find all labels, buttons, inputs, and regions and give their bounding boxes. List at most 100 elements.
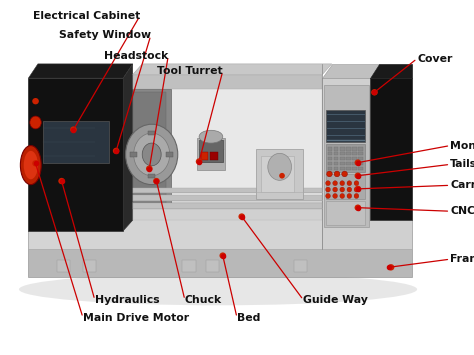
Bar	[334, 167, 338, 170]
Polygon shape	[28, 64, 133, 78]
Ellipse shape	[355, 173, 361, 179]
Bar	[358, 162, 363, 165]
Ellipse shape	[58, 178, 65, 184]
Ellipse shape	[113, 148, 119, 154]
Polygon shape	[370, 78, 412, 220]
Bar	[346, 147, 351, 151]
Bar	[326, 110, 365, 142]
Polygon shape	[370, 64, 412, 78]
Ellipse shape	[126, 124, 178, 185]
Bar	[346, 162, 351, 165]
Polygon shape	[28, 248, 412, 277]
Text: Tool Turret: Tool Turret	[157, 66, 223, 76]
Ellipse shape	[355, 204, 361, 211]
Bar	[210, 152, 218, 160]
Bar	[130, 152, 137, 157]
Bar	[206, 260, 219, 272]
Bar	[358, 152, 363, 155]
Ellipse shape	[333, 193, 337, 198]
Bar	[294, 260, 307, 272]
Text: Safety Window: Safety Window	[59, 31, 151, 40]
Bar	[358, 147, 363, 151]
Ellipse shape	[70, 126, 77, 133]
Bar	[340, 167, 345, 170]
Bar	[326, 174, 365, 199]
Bar	[334, 162, 338, 165]
Text: Cover: Cover	[417, 54, 453, 64]
Ellipse shape	[327, 171, 332, 177]
Bar	[83, 260, 96, 272]
Ellipse shape	[354, 181, 359, 186]
Ellipse shape	[333, 187, 337, 192]
Ellipse shape	[146, 165, 153, 172]
Ellipse shape	[30, 116, 41, 129]
Ellipse shape	[153, 178, 160, 184]
Ellipse shape	[388, 264, 394, 271]
Ellipse shape	[279, 173, 285, 179]
Polygon shape	[123, 64, 133, 231]
Bar	[324, 85, 369, 227]
Ellipse shape	[340, 181, 345, 186]
Bar	[199, 140, 223, 162]
Ellipse shape	[371, 89, 378, 95]
Polygon shape	[133, 64, 332, 75]
Polygon shape	[123, 75, 133, 231]
Bar	[358, 167, 363, 170]
Bar	[340, 162, 345, 165]
Text: Main Drive Motor: Main Drive Motor	[83, 313, 189, 323]
Ellipse shape	[196, 158, 202, 165]
Bar	[358, 157, 363, 160]
Ellipse shape	[199, 130, 223, 143]
Text: Chuck: Chuck	[185, 295, 222, 305]
Ellipse shape	[347, 181, 352, 186]
Polygon shape	[28, 78, 123, 231]
Polygon shape	[133, 89, 171, 206]
Text: CNC: CNC	[450, 206, 474, 216]
Bar	[133, 202, 322, 220]
Bar	[334, 152, 338, 155]
Bar	[148, 174, 155, 178]
Ellipse shape	[355, 159, 361, 166]
Ellipse shape	[219, 252, 226, 259]
Ellipse shape	[24, 151, 38, 179]
Ellipse shape	[326, 187, 330, 192]
Polygon shape	[133, 92, 166, 206]
Text: Bed: Bed	[237, 313, 260, 323]
Ellipse shape	[32, 160, 39, 166]
Bar	[340, 152, 345, 155]
Bar	[334, 157, 338, 160]
Text: Carriage: Carriage	[450, 180, 474, 190]
Bar	[328, 157, 332, 160]
Bar	[352, 162, 357, 165]
Ellipse shape	[142, 143, 161, 166]
Ellipse shape	[20, 146, 41, 185]
Ellipse shape	[334, 171, 340, 177]
Ellipse shape	[354, 193, 359, 198]
Bar	[328, 147, 332, 151]
Bar	[201, 152, 208, 160]
Bar	[198, 140, 224, 149]
Ellipse shape	[342, 171, 347, 177]
Ellipse shape	[326, 181, 330, 186]
Ellipse shape	[347, 193, 352, 198]
Ellipse shape	[19, 273, 417, 305]
Ellipse shape	[326, 193, 330, 198]
Polygon shape	[322, 64, 412, 78]
Ellipse shape	[354, 187, 359, 192]
Bar	[352, 167, 357, 170]
Text: Tailstock: Tailstock	[450, 159, 474, 169]
Polygon shape	[28, 231, 412, 248]
Bar	[148, 131, 155, 135]
Bar	[57, 260, 70, 272]
Ellipse shape	[355, 186, 361, 192]
Bar	[340, 147, 345, 151]
Bar	[326, 201, 365, 225]
Bar	[261, 156, 294, 192]
Ellipse shape	[347, 187, 352, 192]
Bar	[133, 195, 322, 201]
Ellipse shape	[340, 187, 345, 192]
Ellipse shape	[340, 193, 345, 198]
Polygon shape	[28, 78, 412, 248]
Bar	[352, 152, 357, 155]
Polygon shape	[322, 78, 412, 248]
